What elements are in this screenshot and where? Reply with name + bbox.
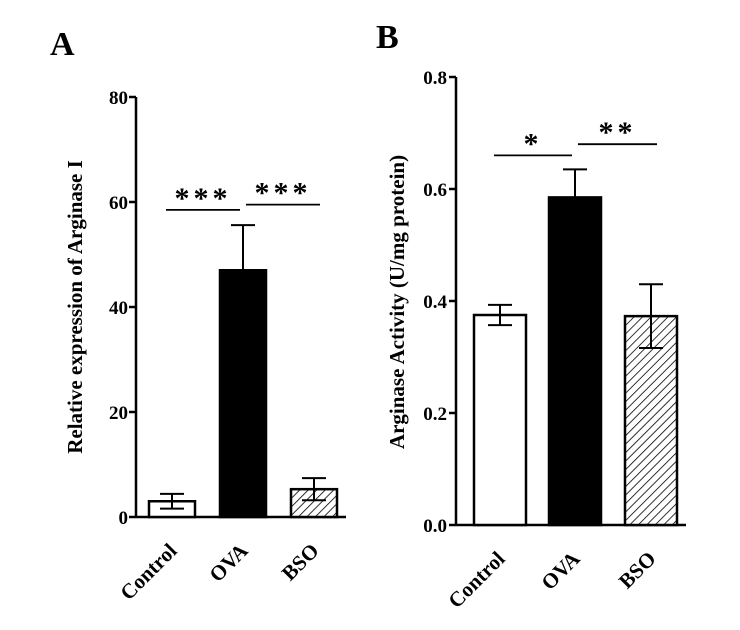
panel-b-significance-label: *: [524, 127, 543, 160]
panel-a-significance-label: ***: [175, 182, 232, 215]
panel-a-bar: [218, 269, 268, 519]
panel-b-xtick-label: Control: [443, 546, 509, 612]
panel-a-ytick-label: 80: [109, 88, 128, 109]
panel-a-xtick-label: BSO: [277, 539, 324, 586]
panel-a-significance-label: ***: [255, 177, 312, 210]
panel-a-xtick-label: Control: [115, 538, 181, 604]
panel-b-significance-label: **: [599, 116, 637, 149]
panel-b-bar: [472, 313, 528, 527]
panel-b: B Arginase Activity (U/mg protein) 0.0 0.…: [376, 19, 686, 613]
panel-a-ytick-label: 20: [109, 403, 128, 424]
panel-a-ytick-label: 40: [109, 298, 128, 319]
panel-b-bar: [547, 196, 603, 527]
panel-b-ylabel: Arginase Activity (U/mg protein): [385, 155, 409, 449]
panel-a-xtick-label: OVA: [204, 538, 253, 587]
panel-b-letter: B: [376, 19, 399, 56]
panel-b-ytick-label: 0.4: [423, 292, 447, 313]
panel-b-ytick-label: 0.8: [423, 68, 447, 89]
panel-a: A Relative expression of Arginase I 0 20 4…: [50, 26, 346, 605]
panel-b-ytick-label: 0.6: [423, 180, 447, 201]
panel-b-bar: [623, 314, 679, 527]
panel-a-ytick-label: 0: [119, 508, 129, 529]
panel-b-xtick-label: BSO: [614, 547, 661, 594]
panel-a-ylabel: Relative expression of Arginase I: [63, 160, 87, 454]
panel-a-letter: A: [50, 26, 75, 63]
panel-b-xtick-label: OVA: [536, 546, 585, 595]
panel-b-ytick-label: 0.2: [423, 404, 447, 425]
panel-b-ytick-label: 0.0: [423, 516, 447, 537]
panel-a-ytick-label: 60: [109, 193, 128, 214]
